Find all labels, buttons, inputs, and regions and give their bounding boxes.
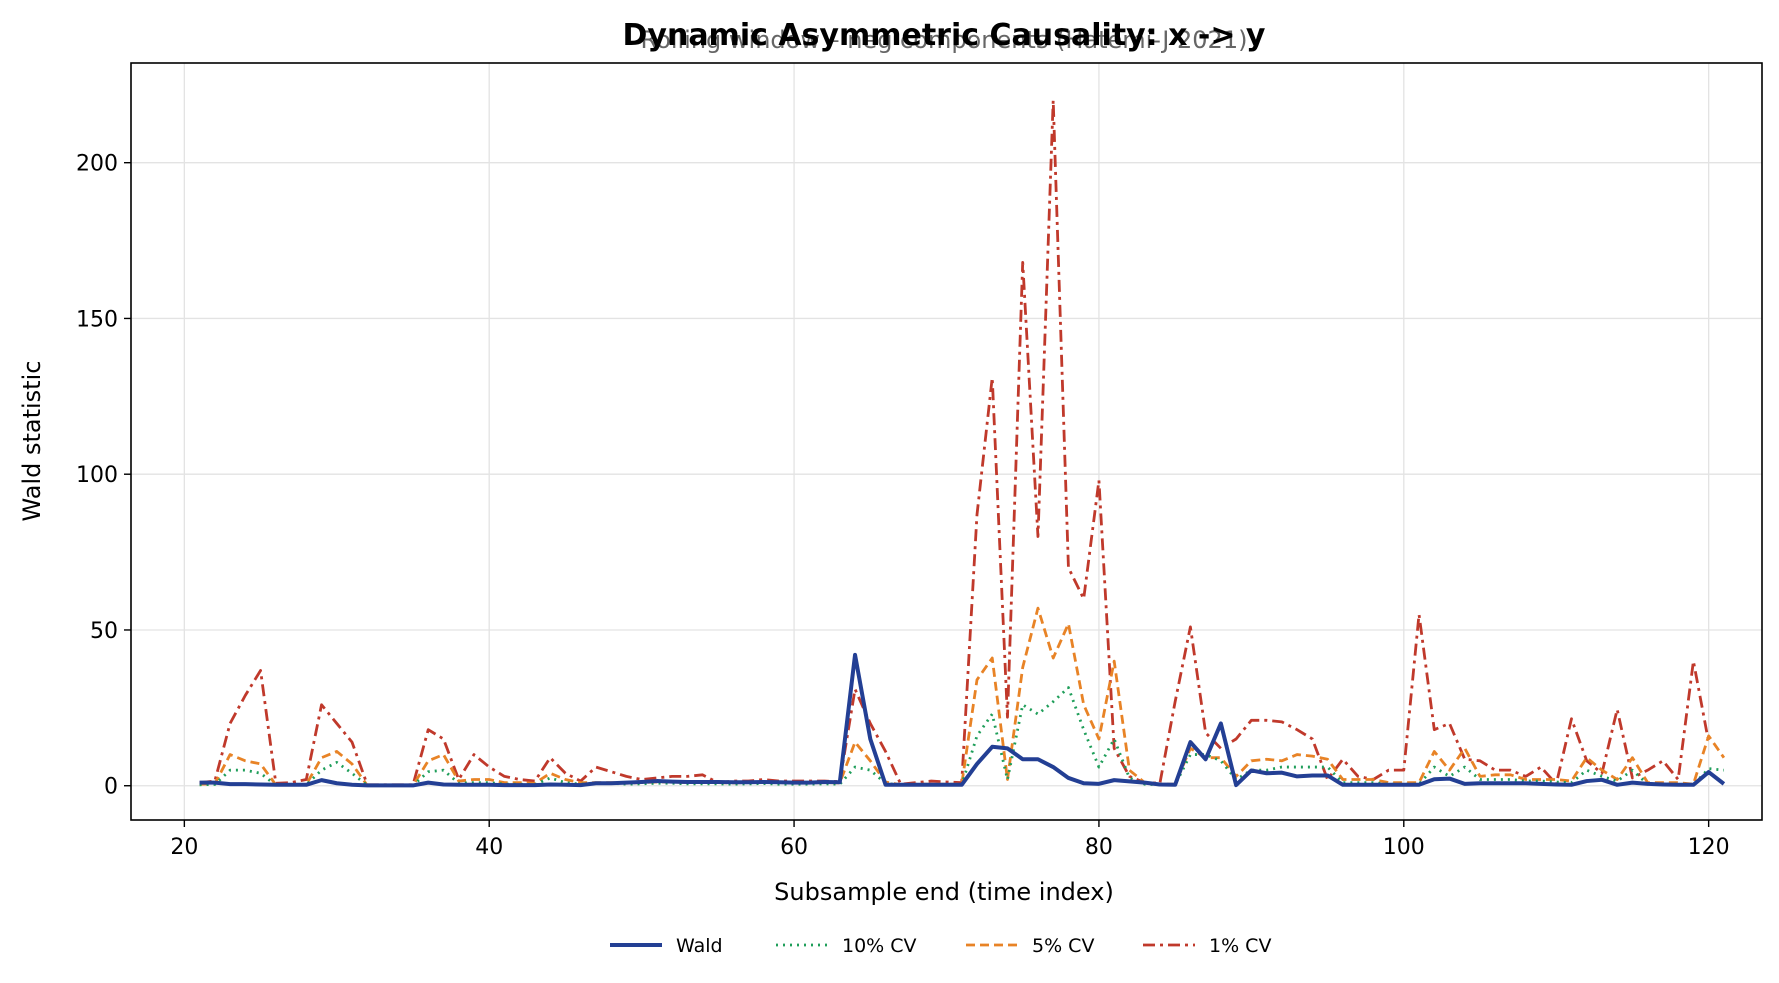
y-axis-title: Wald statistic xyxy=(18,361,46,522)
y-tick-label: 50 xyxy=(90,619,118,644)
legend-label-1pct-cv: 1% CV xyxy=(1209,935,1271,957)
series-line-1pct-cv xyxy=(199,98,1711,787)
x-tick-label: 40 xyxy=(475,835,503,860)
x-tick-label: 100 xyxy=(1383,835,1425,860)
plot-frame xyxy=(130,62,1763,821)
x-tick-label: 120 xyxy=(1688,835,1730,860)
x-tick-label: 80 xyxy=(1085,835,1113,860)
x-tick-label: 60 xyxy=(780,835,808,860)
x-tick-label: 20 xyxy=(170,835,198,860)
y-tick-label: 150 xyxy=(76,307,118,332)
series-line-wald xyxy=(199,652,1726,788)
series-layer xyxy=(199,98,1726,788)
series-line-5pct-cv xyxy=(199,606,1726,787)
legend: Wald 10% CV 5% CV 1% CV xyxy=(610,935,1271,957)
x-axis-title: Subsample end (time index) xyxy=(774,878,1114,906)
legend-label-10pct-cv: 10% CV xyxy=(842,935,917,957)
chart-subtitle: Rolling window – neg components (Hatemi-… xyxy=(641,26,1248,54)
legend-label-5pct-cv: 5% CV xyxy=(1032,935,1094,957)
y-tick-label: 100 xyxy=(76,463,118,488)
legend-label-wald: Wald xyxy=(676,935,723,957)
y-tick-label: 200 xyxy=(76,152,118,177)
y-tick-label: 0 xyxy=(104,775,118,800)
chart-title: Dynamic Asymmetric Causality: x -> y xyxy=(623,18,1266,53)
tick-layer: 20 40 60 80 100 120 0 50 100 150 200 xyxy=(76,152,1730,860)
